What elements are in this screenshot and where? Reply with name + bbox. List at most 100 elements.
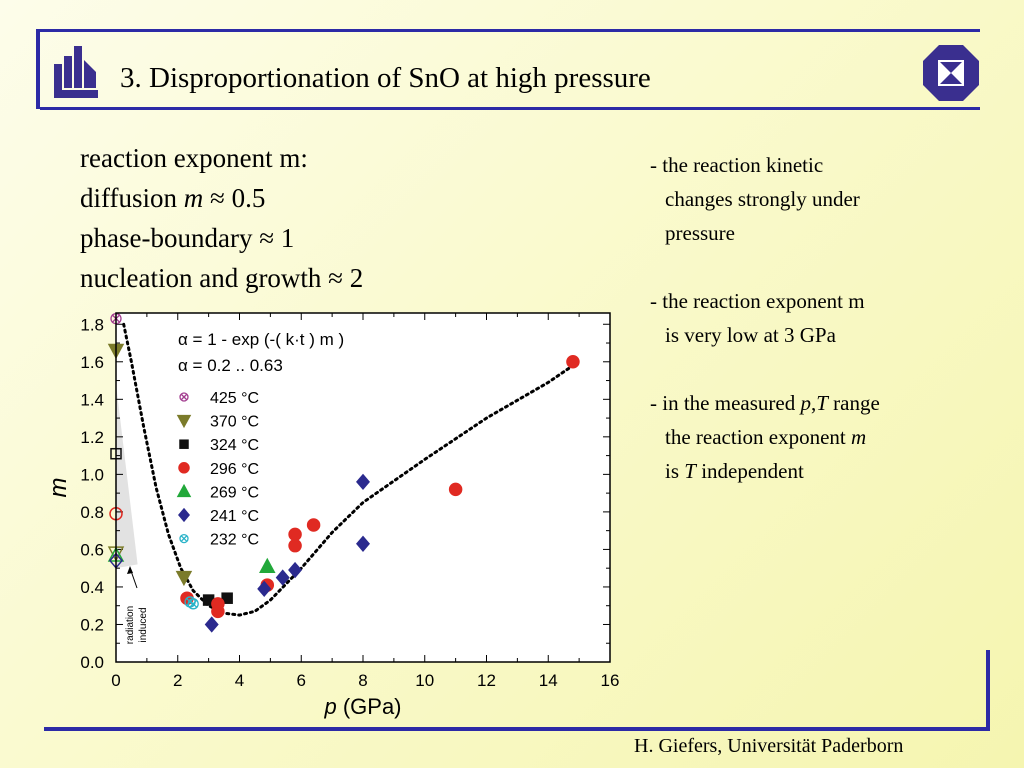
frame-bottom-bar <box>44 727 990 731</box>
title-underline <box>40 107 980 110</box>
y-tick-label: 1.4 <box>80 390 104 409</box>
legend-marker-ring <box>179 533 189 544</box>
series-269-point <box>259 557 276 574</box>
footer-credit: H. Giefers, Universität Paderborn <box>634 735 904 757</box>
notes-panel: - the reaction kinetic changes strongly … <box>650 148 880 522</box>
y-tick-label: 0.4 <box>80 578 104 597</box>
x-tick-label: 0 <box>111 671 120 690</box>
note-independent-text: - in the measured <box>650 391 801 415</box>
y-tick-label: 1.8 <box>80 315 104 334</box>
legend-label: 241 °C <box>210 508 259 525</box>
note-exponent-line: - the reaction exponent m <box>650 289 865 313</box>
annotation-text: induced <box>138 607 149 642</box>
series-232-point <box>187 598 199 610</box>
y-tick-label: 1.6 <box>80 353 104 372</box>
note-t-var: T <box>816 391 828 415</box>
y-tick-label: 0.0 <box>80 653 104 672</box>
series-324-point <box>221 592 233 604</box>
legend-marker <box>178 462 190 474</box>
x-tick-label: 12 <box>477 671 496 690</box>
legend-label: 370 °C <box>210 414 259 431</box>
series-241-point <box>204 616 219 633</box>
equation-alpha-range: α = 0.2 .. 0.63 <box>178 356 283 375</box>
note-kinetic-line: changes strongly under <box>665 187 860 211</box>
y-axis-label: m <box>45 478 72 498</box>
slide-title: 3. Disproportionation of SnO at high pre… <box>120 62 651 94</box>
legend-marker <box>179 439 189 449</box>
series-370-point <box>175 570 193 587</box>
x-tick-label: 4 <box>235 671 244 690</box>
legend-label: 232 °C <box>210 532 259 549</box>
institute-logo-icon <box>923 45 979 101</box>
intro-text: reaction exponent m: diffusion m ≈ 0.5 p… <box>80 138 363 298</box>
x-tick-label: 8 <box>358 671 367 690</box>
series-241-point <box>257 580 272 597</box>
intro-line-1: reaction exponent m: <box>80 143 308 173</box>
series-296-point <box>288 527 302 542</box>
series-241-point <box>356 473 370 491</box>
annotation-text: radiation <box>125 606 136 644</box>
legend-label: 296 °C <box>210 461 259 478</box>
frame-left-bar <box>36 29 40 109</box>
intro-m-var: m <box>183 183 204 213</box>
x-tick-label: 16 <box>601 671 620 690</box>
intro-line-2: diffusion m ≈ 0.5 <box>80 178 363 218</box>
x-tick-label: 2 <box>173 671 182 690</box>
radiation-shaded-region <box>116 384 138 569</box>
series-296-point <box>288 538 302 553</box>
series-296-point <box>448 482 463 497</box>
series-232-point-ring <box>187 598 199 610</box>
series-241-point <box>288 561 303 579</box>
note-comma: , <box>810 391 817 415</box>
x-tick-label: 10 <box>415 671 434 690</box>
note-independent-text: is <box>665 459 685 483</box>
note-independent-text: the reaction exponent <box>665 425 852 449</box>
legend-marker <box>176 414 192 429</box>
plot-frame <box>115 312 611 663</box>
y-tick-label: 1.0 <box>80 465 104 484</box>
intro-line-3: phase-boundary ≈ 1 <box>80 223 295 253</box>
note-exponent-line: is very low at 3 GPa <box>665 323 836 347</box>
legend-marker <box>178 507 190 523</box>
note-t-var: T <box>684 459 696 483</box>
note-independent-text: independent <box>695 459 804 483</box>
legend-label: 269 °C <box>210 484 259 501</box>
equation-alpha: α = 1 - exp (-( k·t ) m ) <box>178 330 344 349</box>
intro-diffusion-value: ≈ 0.5 <box>203 183 266 213</box>
x-tick-label: 6 <box>297 671 306 690</box>
note-kinetic: - the reaction kinetic changes strongly … <box>650 148 880 250</box>
intro-diffusion-label: diffusion <box>80 183 184 213</box>
series-296-point <box>211 604 225 619</box>
note-range-text: range <box>827 391 880 415</box>
note-kinetic-line: pressure <box>665 221 735 245</box>
series-232-point-cross <box>188 599 198 609</box>
note-exponent-low: - the reaction exponent m is very low at… <box>650 284 880 352</box>
y-tick-label: 0.6 <box>80 540 104 559</box>
series-241-point <box>356 535 370 552</box>
legend-marker <box>179 533 189 544</box>
y-tick-label: 0.2 <box>80 615 104 634</box>
legend-label: 324 °C <box>210 437 259 454</box>
fit-curve <box>122 322 575 617</box>
legend-label: 425 °C <box>210 390 259 407</box>
frame-top-bar <box>36 29 980 32</box>
series-241-point <box>275 569 290 586</box>
series-296-point <box>566 355 580 369</box>
legend-marker-cross <box>180 535 188 543</box>
x-tick-label: 14 <box>539 671 558 690</box>
university-logo-icon <box>54 46 98 98</box>
y-tick-label: 1.2 <box>80 428 104 447</box>
legend-marker <box>176 483 192 498</box>
frame-right-bar <box>986 650 990 731</box>
y-tick-label: 0.8 <box>80 503 104 522</box>
x-axis-label: p (GPa) <box>323 694 401 719</box>
note-p-var: p <box>800 391 811 415</box>
legend-marker-cross <box>180 393 188 401</box>
note-m-var: m <box>851 425 867 449</box>
annotation-arrowhead <box>127 566 133 574</box>
legend-marker <box>179 392 189 402</box>
series-296-point <box>306 518 321 532</box>
legend-marker-ring <box>179 392 189 402</box>
note-kinetic-line: - the reaction kinetic <box>650 153 824 177</box>
